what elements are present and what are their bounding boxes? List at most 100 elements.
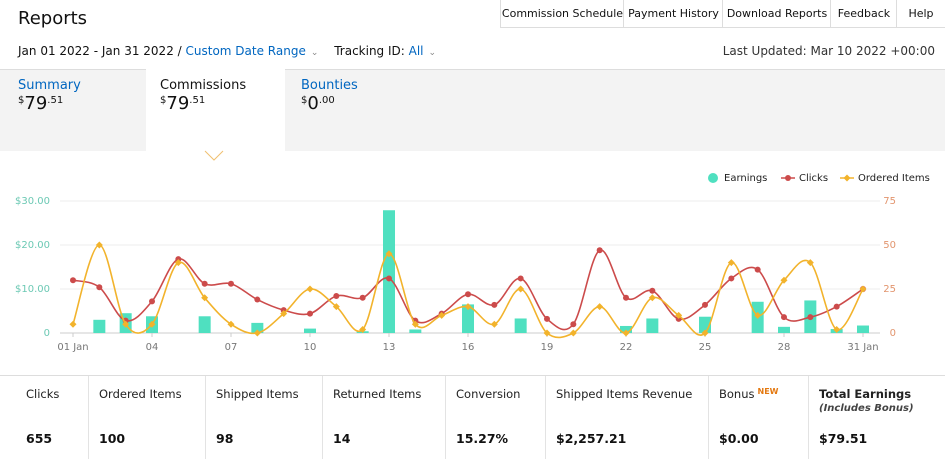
whole: 79 xyxy=(166,93,190,114)
stat-value: 655 xyxy=(26,431,53,446)
y2-tick-label: 0 xyxy=(890,328,896,339)
stat: Total Earnings (Includes Bonus) $79.51 xyxy=(808,376,945,459)
x-tick-label: 07 xyxy=(225,342,238,353)
legend-label: Ordered Items xyxy=(858,173,930,184)
chart: 0 $10.00 $20.00 $30.00 0 25 50 75 01 Jan 04 07 10 13… xyxy=(15,173,930,353)
nav-button[interactable]: Download Reports xyxy=(722,0,831,28)
point xyxy=(175,256,182,263)
x-tick-label: 22 xyxy=(620,342,633,353)
point xyxy=(201,280,208,287)
legend-item: Earnings xyxy=(708,173,767,184)
bar xyxy=(251,322,264,333)
x-tick-label: 13 xyxy=(383,342,396,353)
y2-tick-label: 25 xyxy=(883,284,896,295)
caret: ⌄ xyxy=(428,48,437,58)
tab-bar xyxy=(0,69,945,151)
stat-label-text: Bonus xyxy=(719,387,755,401)
point xyxy=(727,259,735,267)
point xyxy=(622,329,630,337)
note: (Includes Bonus) xyxy=(819,403,914,414)
tab-label: Summary xyxy=(18,78,81,93)
date-range-link[interactable]: Custom Date Range xyxy=(185,44,306,58)
point xyxy=(280,310,288,318)
stat: Shipped Items Revenue $2,257.21 xyxy=(545,376,708,459)
date-range: Jan 01 2022 - Jan 31 2022 / xyxy=(18,44,182,58)
badge: NEW xyxy=(757,387,779,396)
tracking-label: Tracking ID: xyxy=(334,44,405,58)
bar xyxy=(383,210,395,333)
point xyxy=(543,329,551,337)
point xyxy=(807,314,814,321)
tracking-value[interactable]: All xyxy=(408,44,424,58)
stat-label: Shipped Items Revenue xyxy=(556,387,693,401)
point xyxy=(491,301,498,308)
y-tick-label: $20.00 xyxy=(15,240,50,251)
stat-value: $79.51 xyxy=(819,431,868,446)
stat-label: Shipped Items xyxy=(216,387,299,401)
point xyxy=(386,275,392,282)
nav-button[interactable]: Commission Schedule xyxy=(500,0,624,28)
point xyxy=(569,329,577,337)
fraction: .51 xyxy=(189,95,206,106)
x-tick-label: 10 xyxy=(304,342,317,353)
stat: Conversion 15.27% xyxy=(445,376,545,459)
point xyxy=(306,285,314,293)
point xyxy=(623,294,629,301)
point xyxy=(596,247,603,254)
stat-value: $0.00 xyxy=(719,431,759,446)
point xyxy=(359,325,367,333)
point xyxy=(385,250,393,258)
legend-swatch xyxy=(708,173,718,183)
tab-amount: $79.51 xyxy=(160,93,246,114)
nav-button[interactable]: Feedback xyxy=(830,0,897,28)
point xyxy=(149,298,155,305)
y2-tick-label: 50 xyxy=(883,240,896,251)
stat-value: 15.27% xyxy=(456,431,509,446)
bar xyxy=(304,328,316,333)
stat-label: Returned Items xyxy=(333,387,422,401)
x-tick-label: 25 xyxy=(699,342,712,353)
tab-label: Commissions xyxy=(160,78,247,93)
bar xyxy=(646,318,659,333)
x-tick-label: 01 Jan xyxy=(57,342,88,353)
point xyxy=(332,303,340,311)
point xyxy=(464,303,472,311)
point xyxy=(307,310,313,317)
bar xyxy=(778,326,790,333)
legend-item: Ordered Items xyxy=(840,173,930,184)
stat-label: Total Earnings (Includes Bonus) xyxy=(819,387,914,414)
point xyxy=(69,320,77,328)
bar xyxy=(857,325,869,333)
point xyxy=(122,320,130,328)
point xyxy=(701,329,709,337)
point xyxy=(148,320,156,328)
tab[interactable]: Summary $79.51 xyxy=(18,78,81,114)
tab[interactable]: Bounties $0.00 xyxy=(301,78,358,114)
stat: Returned Items 14 xyxy=(322,376,445,459)
bar xyxy=(198,316,211,333)
stat: Shipped Items 98 xyxy=(205,376,322,459)
bar xyxy=(409,329,422,333)
point xyxy=(359,294,366,301)
point xyxy=(780,276,788,284)
point xyxy=(702,301,708,308)
bar xyxy=(93,319,106,333)
point xyxy=(833,303,840,310)
point xyxy=(228,280,234,287)
stat-value: 98 xyxy=(216,431,234,446)
point xyxy=(465,291,471,298)
stat-label: Bonus NEW xyxy=(719,387,778,401)
filters: Jan 01 2022 - Jan 31 2022 / Custom Date … xyxy=(18,44,436,58)
nav-button[interactable]: Payment History xyxy=(623,0,723,28)
point xyxy=(754,266,761,273)
currency: $ xyxy=(18,95,25,106)
stat-label: Ordered Items xyxy=(99,387,182,401)
x-tick-label: 28 xyxy=(778,342,791,353)
nav-button[interactable]: Help xyxy=(896,0,945,28)
point xyxy=(254,296,261,303)
point xyxy=(648,294,656,302)
stat-label: Clicks xyxy=(26,387,60,401)
tab[interactable]: Commissions $79.51 xyxy=(160,78,246,114)
y-tick-label: 0 xyxy=(44,328,50,339)
point xyxy=(544,315,550,322)
